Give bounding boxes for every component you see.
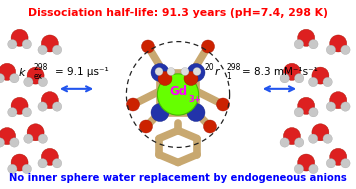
Circle shape bbox=[10, 74, 19, 83]
Circle shape bbox=[158, 71, 172, 85]
Circle shape bbox=[41, 148, 58, 165]
Circle shape bbox=[0, 128, 16, 145]
Circle shape bbox=[126, 98, 140, 111]
Circle shape bbox=[11, 97, 28, 114]
Circle shape bbox=[280, 74, 289, 83]
Circle shape bbox=[0, 74, 5, 83]
Circle shape bbox=[22, 40, 31, 49]
Text: 3+: 3+ bbox=[188, 95, 201, 104]
Circle shape bbox=[187, 104, 205, 122]
Circle shape bbox=[167, 67, 175, 75]
Circle shape bbox=[193, 67, 201, 75]
Text: 298: 298 bbox=[226, 63, 240, 72]
Text: = 8.3 mM⁻¹s⁻¹: = 8.3 mM⁻¹s⁻¹ bbox=[242, 67, 318, 77]
Circle shape bbox=[283, 63, 300, 80]
Circle shape bbox=[309, 77, 318, 87]
Circle shape bbox=[330, 148, 347, 165]
Circle shape bbox=[38, 77, 47, 87]
Circle shape bbox=[27, 67, 44, 84]
Circle shape bbox=[298, 29, 315, 46]
Circle shape bbox=[294, 164, 304, 174]
Circle shape bbox=[141, 40, 155, 53]
Circle shape bbox=[8, 108, 17, 117]
Circle shape bbox=[341, 45, 350, 54]
Circle shape bbox=[201, 40, 215, 53]
Circle shape bbox=[323, 77, 332, 87]
Circle shape bbox=[309, 164, 318, 174]
Circle shape bbox=[38, 159, 47, 168]
Circle shape bbox=[52, 102, 62, 111]
Circle shape bbox=[294, 108, 304, 117]
Circle shape bbox=[280, 138, 289, 147]
Circle shape bbox=[38, 45, 47, 54]
Circle shape bbox=[294, 138, 304, 147]
Circle shape bbox=[184, 71, 198, 85]
Circle shape bbox=[0, 138, 5, 147]
Circle shape bbox=[312, 124, 329, 141]
Circle shape bbox=[341, 102, 350, 111]
Circle shape bbox=[326, 159, 336, 168]
Circle shape bbox=[294, 74, 304, 83]
Circle shape bbox=[341, 159, 350, 168]
Circle shape bbox=[283, 128, 300, 145]
Circle shape bbox=[181, 67, 189, 75]
Circle shape bbox=[151, 64, 169, 81]
Circle shape bbox=[11, 29, 28, 46]
Text: $r$: $r$ bbox=[214, 66, 221, 77]
Circle shape bbox=[22, 108, 31, 117]
Circle shape bbox=[10, 138, 19, 147]
Circle shape bbox=[155, 67, 163, 75]
Circle shape bbox=[52, 45, 62, 54]
Circle shape bbox=[8, 164, 17, 174]
Text: 298: 298 bbox=[34, 63, 48, 72]
Circle shape bbox=[24, 134, 33, 143]
Circle shape bbox=[312, 67, 329, 84]
Circle shape bbox=[323, 134, 332, 143]
Circle shape bbox=[309, 40, 318, 49]
Circle shape bbox=[157, 74, 199, 115]
Text: Gd: Gd bbox=[169, 85, 187, 98]
Circle shape bbox=[8, 40, 17, 49]
Circle shape bbox=[41, 92, 58, 109]
Text: = 9.1 μs⁻¹: = 9.1 μs⁻¹ bbox=[55, 67, 109, 77]
Circle shape bbox=[140, 120, 152, 133]
Circle shape bbox=[151, 104, 169, 122]
Circle shape bbox=[294, 40, 304, 49]
Circle shape bbox=[187, 64, 205, 81]
Circle shape bbox=[204, 120, 216, 133]
Circle shape bbox=[309, 108, 318, 117]
Circle shape bbox=[0, 63, 16, 80]
Circle shape bbox=[326, 102, 336, 111]
Circle shape bbox=[330, 92, 347, 109]
Circle shape bbox=[298, 97, 315, 114]
Circle shape bbox=[330, 35, 347, 52]
Circle shape bbox=[22, 164, 31, 174]
Circle shape bbox=[24, 77, 33, 87]
Circle shape bbox=[298, 154, 315, 171]
Circle shape bbox=[216, 98, 230, 111]
Text: Dissociation half-life: 91.3 years (pH=7.4, 298 K): Dissociation half-life: 91.3 years (pH=7… bbox=[28, 8, 328, 18]
Circle shape bbox=[11, 154, 28, 171]
Text: $k$: $k$ bbox=[18, 66, 27, 78]
Text: 20: 20 bbox=[205, 63, 214, 72]
Circle shape bbox=[52, 159, 62, 168]
Circle shape bbox=[326, 45, 336, 54]
Circle shape bbox=[27, 124, 44, 141]
Text: ex: ex bbox=[34, 72, 43, 81]
Circle shape bbox=[41, 35, 58, 52]
Circle shape bbox=[38, 102, 47, 111]
Text: No inner sphere water replacement by endogeneous anions: No inner sphere water replacement by end… bbox=[9, 173, 347, 183]
Circle shape bbox=[38, 134, 47, 143]
Circle shape bbox=[309, 134, 318, 143]
Text: 1: 1 bbox=[226, 72, 231, 81]
